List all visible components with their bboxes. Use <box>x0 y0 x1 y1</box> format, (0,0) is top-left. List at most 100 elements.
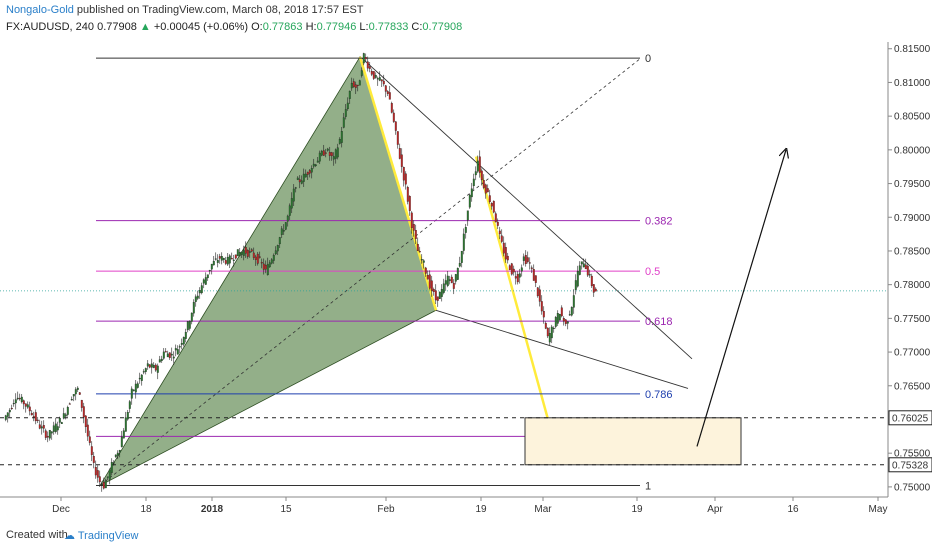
close-value: 0.77908 <box>422 21 463 33</box>
candle-body <box>24 403 27 407</box>
candle-body <box>474 171 477 176</box>
candle-body <box>124 417 127 432</box>
candle-body <box>324 152 327 154</box>
price-tick-label: 0.77000 <box>894 348 931 359</box>
candle-body <box>104 480 107 489</box>
candle-body <box>246 250 249 257</box>
candle-body <box>516 274 519 283</box>
candle-body <box>238 251 241 256</box>
price-tick-label: 0.77500 <box>894 314 931 325</box>
candle-body <box>206 274 209 279</box>
fib-level-label: 0.618 <box>645 316 673 328</box>
time-tick-label: 19 <box>475 504 487 515</box>
candle-body <box>534 275 537 283</box>
candle-body <box>330 152 333 157</box>
candle-body <box>418 251 421 253</box>
candle-body <box>556 313 559 324</box>
candle-body <box>354 84 357 88</box>
candle-body <box>286 215 289 222</box>
candle-body <box>194 296 197 302</box>
candle-body <box>328 152 331 156</box>
candle-body <box>212 260 215 266</box>
candle-body <box>552 327 555 330</box>
candle-body <box>486 188 489 193</box>
candle-body <box>348 90 351 99</box>
candle-body <box>130 388 133 399</box>
candle-body <box>264 264 267 270</box>
candle-body <box>4 415 7 420</box>
candle-body <box>382 80 385 85</box>
candle-body <box>224 260 227 264</box>
candle-body <box>182 337 185 345</box>
time-tick-label: Mar <box>534 504 552 515</box>
candle-body <box>454 274 457 282</box>
candle-body <box>156 365 159 373</box>
price-marker-label: 0.75328 <box>892 460 929 471</box>
candle-body <box>592 284 595 293</box>
candle-body <box>160 358 163 361</box>
candle-body <box>512 268 515 273</box>
candle-body <box>526 257 529 262</box>
reversal-zone-box[interactable] <box>524 417 742 466</box>
fib-level-label: 1 <box>645 481 651 493</box>
time-tick-label: Feb <box>377 504 395 515</box>
candle-body <box>456 267 459 280</box>
candle-body <box>540 301 543 312</box>
candle-body <box>198 290 201 294</box>
candle-body <box>172 356 175 359</box>
time-tick-label: May <box>869 504 888 515</box>
price-marker-tag <box>888 457 932 473</box>
candle-body <box>102 482 105 489</box>
tradingview-logo[interactable]: ☁ TradingView <box>64 529 138 542</box>
candle-body <box>16 397 19 400</box>
candle-body <box>496 221 499 226</box>
tradingview-cloud-icon: ☁ <box>64 530 78 542</box>
candle-body <box>460 250 463 263</box>
candle-body <box>450 276 453 283</box>
price-tick-label: 0.76500 <box>894 381 931 392</box>
candle-body <box>442 283 445 293</box>
candle-body <box>248 251 251 253</box>
pattern-leg-cd <box>474 156 550 420</box>
candle-body <box>316 160 319 163</box>
candle-body <box>342 117 345 128</box>
plot-background[interactable] <box>0 42 888 497</box>
candle-body <box>266 264 269 276</box>
candle-body <box>146 363 149 367</box>
candle-body <box>372 71 375 79</box>
candle-body <box>396 131 399 145</box>
candle-body <box>336 147 339 158</box>
candle-body <box>578 265 581 275</box>
candle-body <box>346 102 349 110</box>
candle-body <box>288 205 291 216</box>
candle-body <box>332 156 335 160</box>
candle-body <box>188 321 191 329</box>
candle-body <box>240 251 243 255</box>
candle-body <box>356 84 359 86</box>
candle-body <box>498 230 501 235</box>
candle-body <box>222 258 225 260</box>
candle-body <box>568 314 571 316</box>
candle-body <box>88 436 91 443</box>
candle-body <box>430 280 433 291</box>
candle-body <box>548 333 551 343</box>
author-link[interactable]: Nongalo-Gold <box>6 4 74 16</box>
candle-body <box>142 371 145 373</box>
trend-dashed-line <box>99 58 641 486</box>
candle-body <box>260 262 263 264</box>
candle-body <box>380 79 383 82</box>
candle-body <box>56 426 59 431</box>
candle-body <box>538 289 541 302</box>
symbol-label[interactable]: FX:AUDUSD, 240 <box>6 21 95 33</box>
candle-body <box>28 406 31 412</box>
candle-body <box>234 254 237 259</box>
candle-body <box>308 170 311 174</box>
candle-body <box>404 173 407 185</box>
high-label: H: <box>305 21 317 33</box>
candle-body <box>426 274 429 280</box>
candle-body <box>374 75 377 78</box>
candle-body <box>84 415 87 428</box>
candle-body <box>110 462 113 473</box>
